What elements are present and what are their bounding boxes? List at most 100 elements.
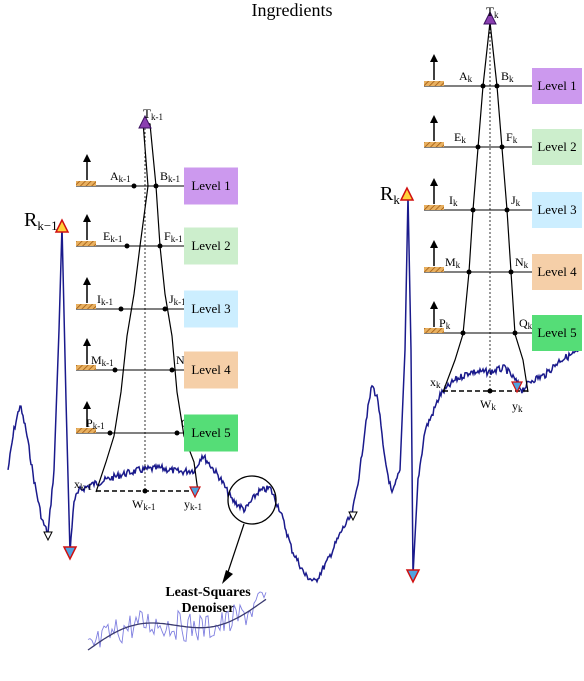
right-level1-left-label: Ak bbox=[459, 69, 473, 84]
s-marker-left bbox=[62, 546, 78, 561]
right-level2-label: Level 2 bbox=[537, 139, 576, 154]
right-level1-ground-icon bbox=[424, 81, 444, 86]
left-level5-ground-icon bbox=[76, 428, 96, 433]
right-level2-ground-icon bbox=[424, 142, 444, 147]
left-level5-label: Level 5 bbox=[191, 425, 230, 440]
r-label-right: Rk bbox=[380, 183, 400, 207]
left-level5-arrow-up-icon bbox=[83, 401, 91, 409]
left-level3-left-label: Ik-1 bbox=[97, 292, 113, 307]
y-label-left: yk-1 bbox=[184, 497, 202, 512]
left-level5-left-point bbox=[107, 430, 113, 436]
left-level1-left-label: Ak-1 bbox=[110, 169, 131, 184]
right-level2-right-label: Fk bbox=[506, 130, 518, 145]
left-level4-arrow-up-icon bbox=[83, 338, 91, 346]
left-level2-left-point bbox=[124, 243, 130, 249]
denoiser-arrow-line bbox=[227, 523, 245, 573]
ecg-signal-trace bbox=[7, 194, 579, 584]
left-level4-label: Level 4 bbox=[191, 362, 231, 377]
t-label-right: Tk bbox=[486, 4, 499, 20]
left-level1-label: Level 1 bbox=[191, 178, 230, 193]
left-level4-right-point bbox=[169, 367, 175, 373]
t-end-marker-right bbox=[511, 381, 523, 394]
right-level5-left-label: Pk bbox=[439, 316, 451, 331]
right-level2-left-label: Ek bbox=[454, 130, 466, 145]
right-level5-arrow-up-icon bbox=[430, 301, 438, 309]
right-level1-box bbox=[532, 68, 582, 104]
smoothed-signal-inset bbox=[87, 598, 267, 651]
right-level2-right-point bbox=[499, 144, 505, 150]
noisy-signal-inset bbox=[87, 591, 267, 648]
right-level4-right-label: Nk bbox=[515, 255, 529, 270]
left-level3-right-point bbox=[162, 306, 168, 312]
left-level4-left-point bbox=[112, 367, 118, 373]
left-level2-label: Level 2 bbox=[191, 238, 230, 253]
figure-title: Ingredients bbox=[252, 0, 333, 20]
right-level4-label: Level 4 bbox=[537, 264, 577, 279]
left-level3-left-point bbox=[118, 306, 124, 312]
right-level1-right-point bbox=[494, 83, 500, 89]
left-level3-right-label: Jk-1 bbox=[169, 292, 186, 307]
level-rows-left: Ak-1 Bk-1 Level 1 Ek-1 Fk-1 Level 2 Ik-1 Jk-1 Le… bbox=[76, 154, 238, 452]
right-level5-right-label: Qk bbox=[519, 316, 533, 331]
y-label-right: yk bbox=[512, 399, 523, 414]
left-level3-ground-icon bbox=[76, 304, 96, 309]
t-peak-marker-right bbox=[483, 10, 497, 25]
onset-marker-mid bbox=[348, 511, 358, 522]
denoiser-label-line2: Denoiser bbox=[182, 601, 235, 616]
right-level4-ground-icon bbox=[424, 267, 444, 272]
left-level1-arrow-up-icon bbox=[83, 154, 91, 162]
left-level1-box bbox=[184, 167, 238, 205]
right-level4-left-label: Mk bbox=[445, 255, 461, 270]
w-label-right: Wk bbox=[480, 397, 496, 412]
right-level4-left-point bbox=[466, 269, 472, 275]
left-level2-right-point bbox=[157, 243, 163, 249]
w-point-right bbox=[487, 388, 493, 394]
left-level2-left-label: Ek-1 bbox=[103, 229, 122, 244]
left-level1-left-point bbox=[131, 183, 137, 189]
r-peak-marker-right bbox=[399, 186, 415, 201]
left-level1-right-label: Bk-1 bbox=[160, 169, 180, 184]
right-level3-left-point bbox=[470, 207, 476, 213]
right-level3-arrow-up-icon bbox=[430, 178, 438, 186]
left-level2-ground-icon bbox=[76, 241, 96, 246]
t-label-left: Tk-1 bbox=[143, 106, 163, 122]
right-level3-right-label: Jk bbox=[511, 193, 521, 208]
right-level5-left-point bbox=[460, 330, 466, 336]
left-level2-right-label: Fk-1 bbox=[164, 229, 183, 244]
w-point-left bbox=[142, 488, 148, 494]
r-peak-marker-left bbox=[54, 218, 70, 233]
right-level3-right-point bbox=[504, 207, 510, 213]
denoiser-arrow-head bbox=[222, 570, 233, 584]
right-level5-right-point bbox=[512, 330, 518, 336]
right-level3-box bbox=[532, 192, 582, 228]
right-level5-ground-icon bbox=[424, 328, 444, 333]
level-rows-right: Ak Bk Level 1 Ek Fk Level 2 Ik Jk Level 3 Mk Nk Lev… bbox=[424, 54, 582, 351]
t-peak-marker-left bbox=[138, 114, 152, 129]
left-level1-right-point bbox=[153, 183, 159, 189]
right-level2-box bbox=[532, 129, 582, 165]
w-label-left: Wk-1 bbox=[132, 497, 155, 512]
left-level4-ground-icon bbox=[76, 365, 96, 370]
left-level4-left-label: Mk-1 bbox=[91, 353, 114, 368]
right-level2-left-point bbox=[475, 144, 481, 150]
left-level5-right-point bbox=[174, 430, 180, 436]
right-level5-box bbox=[532, 315, 582, 351]
right-level3-ground-icon bbox=[424, 205, 444, 210]
left-level3-arrow-up-icon bbox=[83, 277, 91, 285]
right-level2-arrow-up-icon bbox=[430, 115, 438, 123]
t-end-marker-left bbox=[189, 486, 201, 499]
left-level3-label: Level 3 bbox=[191, 301, 230, 316]
left-level2-arrow-up-icon bbox=[83, 214, 91, 222]
onset-marker-left bbox=[43, 531, 53, 542]
right-level3-label: Level 3 bbox=[537, 202, 576, 217]
left-level3-box bbox=[184, 290, 238, 328]
left-level1-ground-icon bbox=[76, 181, 96, 186]
r-label-left: Rk−1 bbox=[24, 209, 58, 233]
right-level5-label: Level 5 bbox=[537, 325, 576, 340]
left-level4-box bbox=[184, 351, 238, 389]
denoiser-zoom-circle bbox=[227, 475, 277, 525]
right-level4-right-point bbox=[508, 269, 514, 275]
right-level3-left-label: Ik bbox=[449, 193, 458, 208]
right-level4-arrow-up-icon bbox=[430, 240, 438, 248]
